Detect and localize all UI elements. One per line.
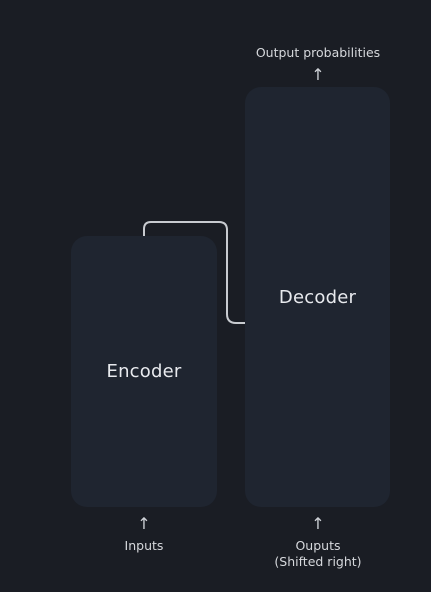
shifted-outputs-line1: Ouputs <box>295 538 341 553</box>
output-up-arrow-icon: ↑ <box>311 65 325 84</box>
output-probabilities-label: Output probabilities <box>255 45 381 60</box>
decoder-box: Decoder <box>245 87 390 507</box>
inputs-label: Inputs <box>124 538 164 553</box>
outputs-up-arrow-icon: ↑ <box>311 514 325 533</box>
shifted-outputs-line2: (Shifted right) <box>274 554 362 569</box>
encoder-box: Encoder <box>71 236 217 507</box>
inputs-up-arrow-icon: ↑ <box>137 514 151 533</box>
shifted-outputs-label: Ouputs (Shifted right) <box>248 538 388 570</box>
encoder-label: Encoder <box>106 361 182 382</box>
decoder-label: Decoder <box>278 287 357 308</box>
